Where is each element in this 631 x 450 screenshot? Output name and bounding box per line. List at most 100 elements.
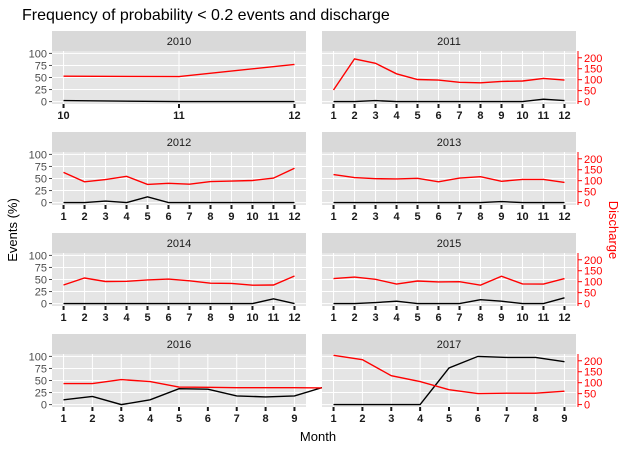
y2-tick-label: 100 [584, 176, 602, 188]
x-tick-label: 9 [498, 110, 504, 122]
x-tick-label: 8 [533, 413, 539, 425]
y2-axis-title: Discharge [606, 201, 621, 260]
y2-tick-label: 50 [584, 187, 596, 199]
y-tick-label: 0 [41, 400, 47, 412]
x-tick-label: 6 [435, 211, 441, 223]
y2-tick-label: 0 [584, 400, 590, 412]
x-tick-label: 7 [186, 312, 192, 324]
y-tick-label: 25 [35, 287, 47, 299]
x-tick-label: 7 [234, 413, 240, 425]
y2-tick-label: 150 [584, 64, 602, 76]
y-tick-label: 100 [29, 351, 47, 363]
x-tick-label: 4 [393, 211, 400, 223]
x-tick-label: 4 [147, 413, 154, 425]
y2-tick-label: 50 [584, 389, 596, 401]
facet-panel-2011: 20111 2 3 4 5 6 7 8 9 10 11 12050100150200 [322, 31, 602, 122]
x-tick-label: 2 [351, 110, 357, 122]
facet-strip-label: 2011 [437, 36, 461, 48]
x-tick-label: 12 [288, 110, 300, 122]
facet-panel-2013: 20131 2 3 4 5 6 7 8 9 10 11 12050100150200 [322, 132, 602, 223]
facet-strip-label: 2017 [437, 339, 461, 351]
x-tick-label: 9 [228, 211, 234, 223]
x-tick-label: 3 [372, 110, 378, 122]
x-tick-label: 3 [372, 211, 378, 223]
y-tick-label: 75 [35, 161, 47, 173]
x-tick-label: 10 [246, 211, 258, 223]
y-tick-label: 0 [41, 97, 47, 109]
x-tick-label: 5 [446, 413, 452, 425]
x-tick-label: 7 [186, 211, 192, 223]
x-tick-label: 6 [435, 312, 441, 324]
y-tick-label: 25 [35, 85, 47, 97]
x-tick-label: 1 [330, 211, 336, 223]
y-tick-label: 50 [35, 174, 47, 186]
x-tick-label: 10 [516, 312, 528, 324]
x-tick-label: 5 [144, 312, 150, 324]
x-tick-label: 11 [173, 110, 185, 122]
x-tick-label: 5 [414, 110, 420, 122]
x-tick-label: 11 [538, 211, 550, 223]
x-tick-label: 12 [558, 312, 570, 324]
x-tick-label: 1 [330, 110, 336, 122]
x-tick-label: 11 [268, 312, 280, 324]
x-tick-label: 3 [388, 413, 394, 425]
y2-tick-label: 200 [584, 53, 602, 65]
x-tick-label: 3 [102, 211, 108, 223]
x-tick-label: 7 [456, 211, 462, 223]
x-tick-label: 1 [330, 312, 336, 324]
y2-tick-label: 0 [584, 299, 590, 311]
x-tick-label: 4 [393, 110, 400, 122]
x-tick-label: 8 [477, 110, 483, 122]
y2-tick-label: 200 [584, 356, 602, 368]
facet-panel-2015: 20151 2 3 4 5 6 7 8 9 10 11 12050100150200 [322, 233, 602, 324]
x-tick-label: 9 [228, 312, 234, 324]
y2-tick-label: 100 [584, 277, 602, 289]
x-tick-label: 6 [165, 211, 171, 223]
y-tick-label: 25 [35, 186, 47, 198]
y-tick-label: 0 [41, 198, 47, 210]
y-tick-label: 50 [35, 376, 47, 388]
y2-tick-label: 100 [584, 75, 602, 87]
x-tick-label: 8 [207, 211, 213, 223]
x-axis-title: Month [300, 429, 336, 444]
x-tick-label: 7 [504, 413, 510, 425]
facet-strip-label: 2013 [437, 137, 461, 149]
x-tick-label: 2 [89, 413, 95, 425]
y2-tick-label: 200 [584, 154, 602, 166]
x-tick-label: 12 [558, 211, 570, 223]
x-tick-label: 1 [60, 211, 66, 223]
y-tick-label: 50 [35, 275, 47, 287]
facet-strip-label: 2016 [167, 339, 191, 351]
y2-tick-label: 150 [584, 367, 602, 379]
y2-tick-label: 150 [584, 266, 602, 278]
x-tick-label: 6 [435, 110, 441, 122]
x-tick-label: 1 [330, 413, 336, 425]
x-tick-label: 8 [207, 312, 213, 324]
y2-tick-label: 50 [584, 86, 596, 98]
x-tick-label: 12 [288, 211, 300, 223]
y2-tick-label: 0 [584, 97, 590, 109]
x-tick-label: 12 [558, 110, 570, 122]
y-tick-label: 0 [41, 299, 47, 311]
x-tick-label: 3 [372, 312, 378, 324]
x-tick-label: 11 [538, 312, 550, 324]
x-tick-label: 5 [414, 312, 420, 324]
chart-title: Frequency of probability < 0.2 events an… [22, 7, 390, 24]
x-tick-label: 2 [81, 312, 87, 324]
x-tick-label: 3 [118, 413, 124, 425]
x-tick-label: 8 [477, 312, 483, 324]
x-tick-label: 11 [538, 110, 550, 122]
x-tick-label: 11 [268, 211, 280, 223]
x-tick-label: 2 [351, 312, 357, 324]
x-tick-label: 9 [561, 413, 567, 425]
y2-tick-label: 100 [584, 378, 602, 390]
x-tick-label: 7 [456, 110, 462, 122]
y-tick-label: 75 [35, 262, 47, 274]
facet-strip-label: 2015 [437, 238, 461, 250]
y-tick-label: 75 [35, 363, 47, 375]
